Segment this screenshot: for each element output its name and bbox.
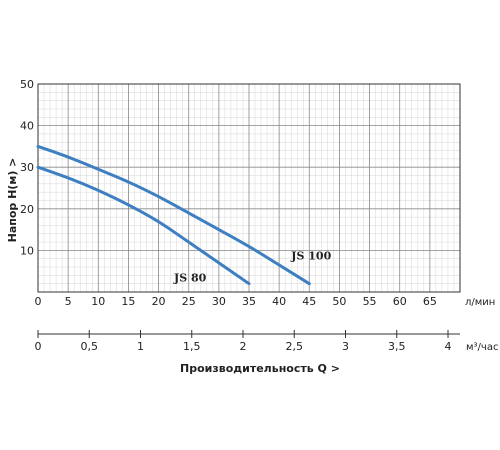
series-label-js-80: JS 80 <box>173 272 207 285</box>
x-tick-label: 60 <box>393 295 407 308</box>
x-tick-label: 50 <box>332 295 346 308</box>
secondary-x-tick-label: 0,5 <box>81 340 99 353</box>
secondary-x-axis-label: Производительность Q > <box>180 362 340 375</box>
secondary-x-tick-label: 2 <box>240 340 247 353</box>
secondary-x-tick-label: 4 <box>445 340 452 353</box>
secondary-x-axis-unit: м³/час <box>466 342 498 353</box>
x-tick-label: 5 <box>65 295 72 308</box>
secondary-x-tick-label: 3,5 <box>388 340 406 353</box>
y-tick-label: 40 <box>20 120 34 133</box>
secondary-x-tick-label: 1,5 <box>183 340 201 353</box>
x-axis-ticks: 0 5 10 15 20 25 30 35 40 45 50 55 60 65 <box>35 295 437 308</box>
secondary-x-tick-label: 0 <box>35 340 42 353</box>
y-tick-label: 30 <box>20 161 34 174</box>
x-tick-label: 30 <box>212 295 226 308</box>
x-tick-label: 25 <box>182 295 196 308</box>
x-axis-unit: л/мин <box>465 297 495 308</box>
secondary-x-axis-ticks: 0 0,5 1 1,5 2 2,5 3 3,5 4 <box>35 330 452 353</box>
x-tick-label: 20 <box>152 295 166 308</box>
x-tick-label: 40 <box>272 295 286 308</box>
grid-major <box>37 83 461 293</box>
x-tick-label: 0 <box>35 295 42 308</box>
x-tick-label: 55 <box>363 295 377 308</box>
series-line-js-100 <box>36 144 311 286</box>
x-tick-label: 10 <box>91 295 105 308</box>
y-tick-label: 50 <box>20 78 34 91</box>
secondary-x-tick-label: 3 <box>342 340 349 353</box>
y-tick-label: 20 <box>20 203 34 216</box>
series-line-js-80 <box>36 165 251 286</box>
series-lines <box>36 144 311 286</box>
x-tick-label: 65 <box>423 295 437 308</box>
secondary-x-tick-label: 1 <box>137 340 144 353</box>
y-axis-label: Напор H(м) > <box>6 158 19 243</box>
secondary-x-tick-label: 2,5 <box>286 340 304 353</box>
x-tick-label: 45 <box>302 295 316 308</box>
series-labels: JS 80 JS 100 <box>173 250 332 285</box>
x-tick-label: 15 <box>121 295 135 308</box>
x-tick-label: 35 <box>242 295 256 308</box>
series-label-js-100: JS 100 <box>290 250 331 263</box>
y-axis-ticks: 10 20 30 40 50 <box>20 78 34 257</box>
plot-frame <box>37 83 461 293</box>
y-tick-label: 10 <box>20 244 34 257</box>
